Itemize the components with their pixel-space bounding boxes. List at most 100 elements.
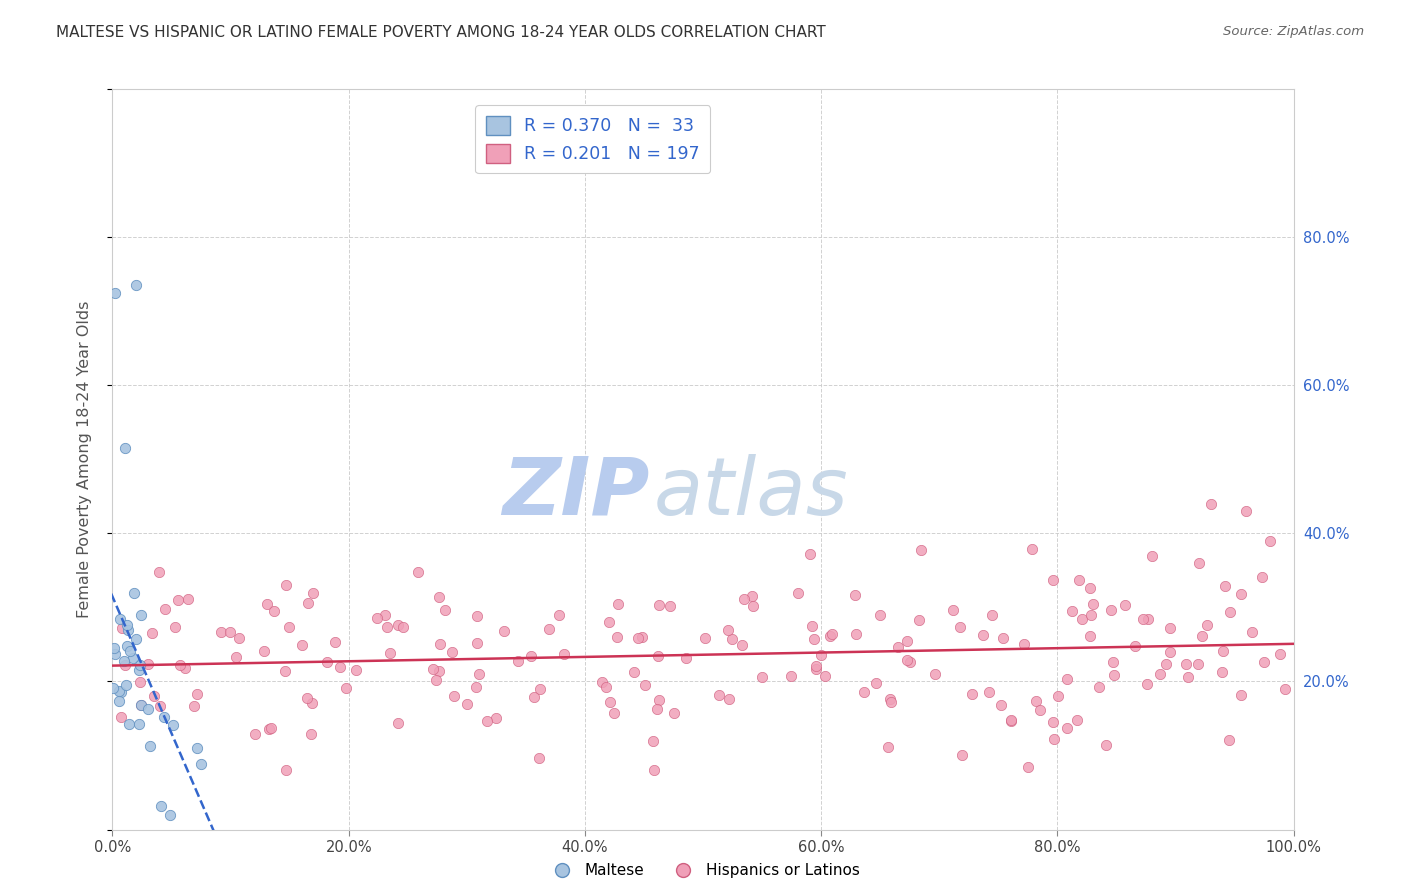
Point: [1046, 689, 1069, 703]
Point: [950, 747, 973, 762]
Point: [176, 591, 198, 606]
Point: [880, 695, 903, 709]
Point: [1268, 648, 1291, 662]
Point: [257, 722, 280, 736]
Point: [630, 630, 652, 644]
Point: [1213, 579, 1236, 593]
Point: [291, 638, 314, 652]
Point: [110, 710, 132, 724]
Legend: R = 0.370   N =  33, R = 0.201   N = 197: R = 0.370 N = 33, R = 0.201 N = 197: [475, 105, 710, 173]
Point: [128, 663, 150, 677]
Point: [427, 664, 450, 678]
Point: [427, 590, 450, 604]
Point: [1191, 629, 1213, 643]
Point: [1230, 688, 1253, 702]
Point: [253, 644, 276, 658]
Point: [374, 608, 396, 623]
Point: [664, 706, 686, 721]
Point: [167, 593, 190, 607]
Point: [465, 609, 488, 624]
Point: [118, 717, 141, 731]
Point: [853, 685, 876, 699]
Point: [299, 727, 322, 741]
Point: [1188, 556, 1211, 570]
Point: [869, 607, 891, 622]
Point: [1078, 629, 1101, 643]
Point: [136, 701, 159, 715]
Point: [844, 589, 866, 603]
Point: [186, 687, 208, 701]
Point: [392, 620, 415, 634]
Point: [387, 715, 409, 730]
Point: [1000, 713, 1022, 727]
Point: [721, 632, 744, 647]
Point: [981, 608, 1004, 623]
Point: [108, 693, 131, 707]
Point: [598, 615, 620, 629]
Point: [122, 585, 145, 599]
Point: [527, 751, 550, 765]
Point: [1132, 611, 1154, 625]
Point: [1021, 541, 1043, 556]
Point: [1101, 655, 1123, 669]
Point: [1199, 497, 1222, 511]
Point: [1012, 637, 1035, 651]
Point: [129, 698, 152, 713]
Point: [1017, 760, 1039, 774]
Point: [117, 639, 139, 653]
Text: ZIP: ZIP: [502, 454, 650, 532]
Text: atlas: atlas: [654, 454, 848, 532]
Point: [464, 680, 486, 694]
Point: [1218, 732, 1240, 747]
Point: [1187, 657, 1209, 671]
Point: [143, 689, 166, 703]
Point: [315, 656, 337, 670]
Point: [803, 632, 825, 646]
Point: [1083, 597, 1105, 611]
Text: Source: ZipAtlas.com: Source: ZipAtlas.com: [1223, 25, 1364, 38]
Point: [717, 623, 740, 637]
Point: [110, 612, 132, 626]
Point: [780, 669, 803, 683]
Point: [876, 739, 898, 754]
Point: [707, 688, 730, 702]
Point: [648, 598, 671, 612]
Point: [887, 640, 910, 655]
Point: [148, 566, 170, 580]
Point: [845, 627, 868, 641]
Point: [1212, 643, 1234, 657]
Point: [433, 603, 456, 617]
Point: [323, 635, 346, 649]
Point: [329, 660, 352, 674]
Point: [492, 624, 515, 638]
Point: [485, 711, 508, 725]
Point: [1029, 703, 1052, 717]
Point: [190, 757, 212, 772]
Point: [806, 659, 828, 673]
Point: [155, 601, 177, 615]
Point: [1253, 656, 1275, 670]
Point: [429, 637, 451, 651]
Point: [278, 620, 301, 634]
Point: [456, 698, 478, 712]
Point: [387, 617, 409, 632]
Point: [111, 622, 134, 636]
Point: [801, 619, 824, 633]
Point: [1195, 617, 1218, 632]
Point: [256, 598, 278, 612]
Point: [1000, 714, 1022, 728]
Point: [441, 644, 464, 658]
Point: [344, 663, 367, 677]
Point: [924, 666, 946, 681]
Point: [1251, 570, 1274, 584]
Point: [263, 604, 285, 618]
Point: [138, 657, 160, 672]
Point: [787, 585, 810, 599]
Point: [114, 658, 136, 673]
Point: [295, 691, 318, 706]
Point: [1062, 603, 1084, 617]
Point: [908, 613, 931, 627]
Point: [243, 727, 266, 741]
Point: [1159, 622, 1181, 636]
Point: [117, 623, 139, 637]
